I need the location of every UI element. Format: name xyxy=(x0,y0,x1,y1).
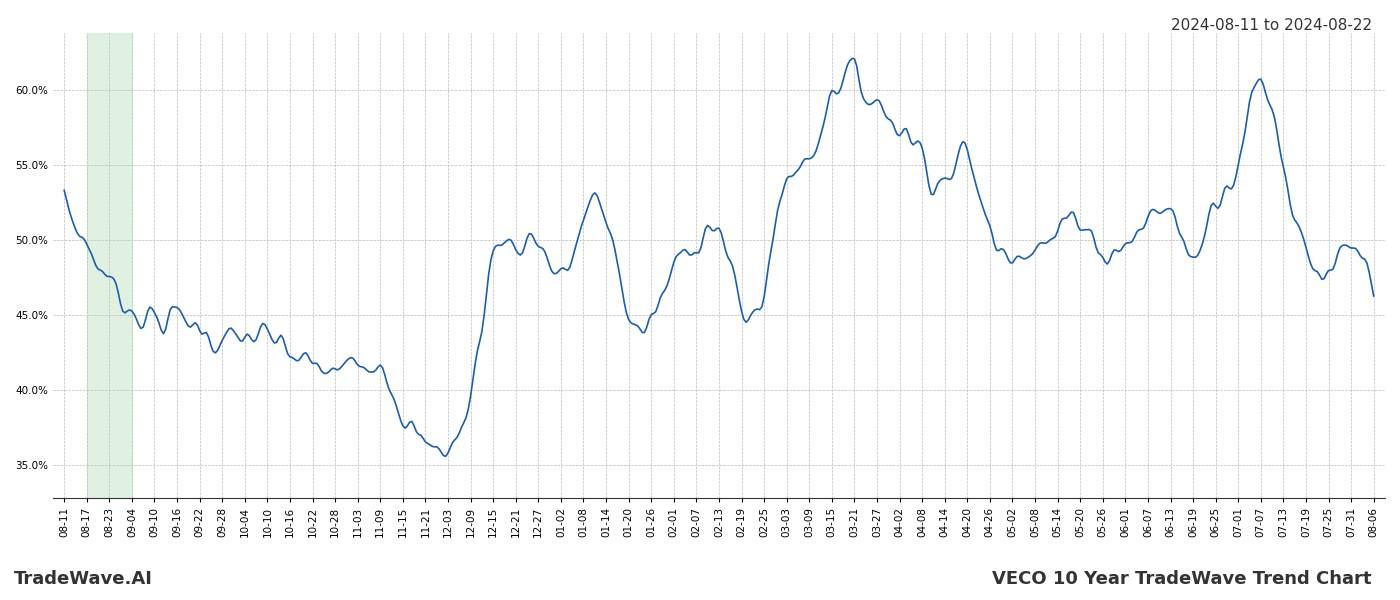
Text: 2024-08-11 to 2024-08-22: 2024-08-11 to 2024-08-22 xyxy=(1170,18,1372,33)
Text: TradeWave.AI: TradeWave.AI xyxy=(14,570,153,588)
Bar xyxy=(87,33,132,498)
Text: VECO 10 Year TradeWave Trend Chart: VECO 10 Year TradeWave Trend Chart xyxy=(993,570,1372,588)
